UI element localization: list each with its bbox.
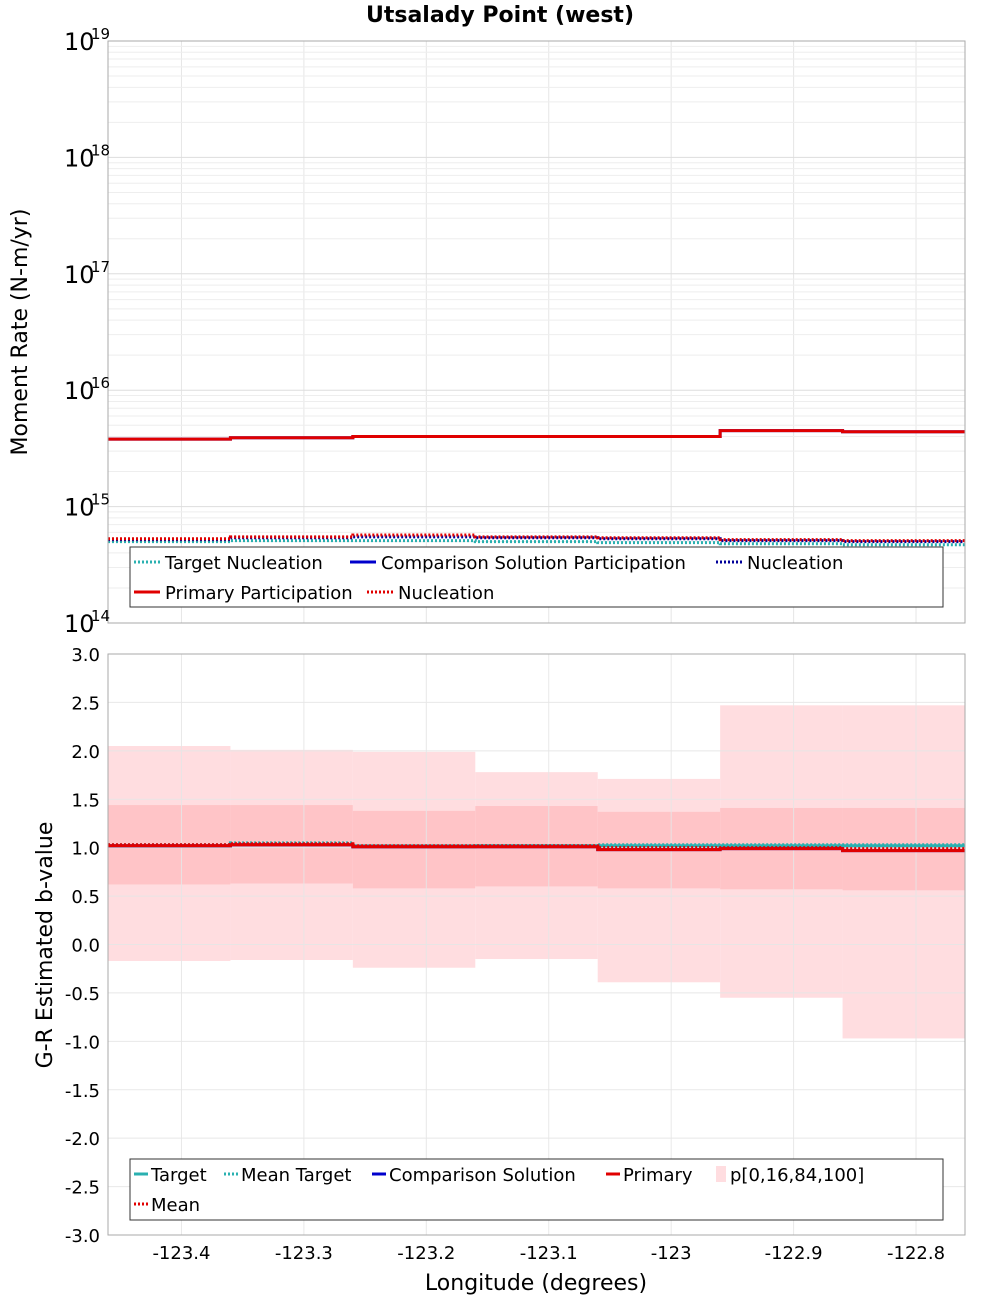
bottom-y-tick-label: -2.5 — [65, 1178, 100, 1199]
bottom-legend-entry: p[0,16,84,100] — [716, 1165, 864, 1186]
x-axis-label: Longitude (degrees) — [425, 1271, 647, 1296]
svg-text:10: 10 — [64, 261, 95, 289]
bottom-legend-entry: Target — [134, 1165, 207, 1186]
x-tick-label: -123.3 — [275, 1243, 333, 1264]
svg-text:Target Nucleation: Target Nucleation — [164, 553, 323, 574]
top-legend-box — [129, 546, 944, 608]
svg-text:10: 10 — [64, 28, 95, 56]
x-tick-label: -123.1 — [520, 1243, 578, 1264]
bottom-legend: Target Mean Target Comparison Solution Prim… — [129, 1158, 944, 1221]
top-series-4 — [108, 533, 965, 543]
top-legend: Target Nucleation Comparison Solution Par… — [129, 546, 944, 608]
top-y-axis-label: Moment Rate (N-m/yr) — [8, 209, 33, 456]
svg-text:Primary Participation: Primary Participation — [165, 583, 353, 604]
top-panel-frame — [107, 40, 966, 624]
bottom-y-tick-labels: 3.0 2.5 2.0 1.5 1.0 0.5 0.0 -0.5 -1.0 -1.5 -2.0 -2.… — [65, 645, 100, 1247]
bottom-y-tick-label: -1.0 — [65, 1032, 100, 1053]
top-legend-entry: Comparison Solution Participation — [350, 553, 686, 574]
svg-text:Primary: Primary — [623, 1165, 693, 1186]
bottom-y-tick-label: 2.5 — [71, 693, 100, 714]
svg-text:Comparison Solution Participat: Comparison Solution Participation — [381, 553, 686, 574]
bottom-panel-frame — [107, 653, 966, 1236]
band-inner — [352, 810, 476, 889]
bottom-legend-entry: Mean — [134, 1195, 200, 1216]
bottom-y-tick-label: -0.5 — [65, 984, 100, 1005]
top-legend-entry: Target Nucleation — [134, 553, 323, 574]
svg-text:Mean Target: Mean Target — [241, 1165, 351, 1186]
svg-text:17: 17 — [91, 258, 110, 276]
bottom-y-tick-label: -1.5 — [65, 1081, 100, 1102]
chart-title: Utsalady Point (west) — [366, 3, 634, 28]
bottom-y-tick-label: 0.0 — [71, 936, 100, 957]
bottom-legend-box — [129, 1158, 944, 1221]
svg-text:Mean: Mean — [151, 1195, 200, 1216]
bottom-y-tick-label: 2.0 — [71, 742, 100, 763]
svg-text:10: 10 — [64, 610, 95, 638]
svg-text:Comparison Solution: Comparison Solution — [389, 1165, 576, 1186]
svg-text:p[0,16,84,100]: p[0,16,84,100] — [730, 1165, 864, 1186]
svg-text:19: 19 — [91, 25, 110, 43]
top-legend-entry: Nucleation — [367, 583, 494, 604]
bottom-panel-series — [108, 841, 965, 853]
svg-text:Nucleation: Nucleation — [398, 583, 494, 604]
bottom-y-tick-label: 1.0 — [71, 839, 100, 860]
bottom-y-tick-label: 3.0 — [71, 645, 100, 666]
bottom-y-tick-label: -3.0 — [65, 1226, 100, 1247]
top-panel-series — [108, 429, 965, 547]
x-tick-label: -123 — [651, 1243, 692, 1264]
top-panel-grid — [108, 41, 965, 624]
top-legend-entry: Nucleation — [716, 553, 843, 574]
svg-text:15: 15 — [91, 491, 110, 509]
bottom-legend-entry: Mean Target — [224, 1165, 351, 1186]
svg-text:10: 10 — [64, 144, 95, 172]
x-tick-label: -123.4 — [152, 1243, 210, 1264]
bottom-y-tick-label: -2.0 — [65, 1129, 100, 1150]
bottom-y-tick-label: 0.5 — [71, 887, 100, 908]
top-legend-entry: Primary Participation — [134, 583, 353, 604]
bottom-percentile-band — [108, 705, 965, 1039]
svg-text:18: 18 — [91, 141, 110, 159]
bottom-legend-entry: Comparison Solution — [372, 1165, 576, 1186]
svg-text:Target: Target — [150, 1165, 207, 1186]
svg-text:16: 16 — [91, 374, 110, 392]
bottom-x-tick-labels: -123.4 -123.3 -123.2 -123.1 -123 -122.9 -122.8 — [152, 1243, 945, 1264]
bottom-y-axis-label: G-R Estimated b-value — [33, 822, 58, 1069]
svg-text:Nucleation: Nucleation — [747, 553, 843, 574]
bottom-y-tick-label: 1.5 — [71, 790, 100, 811]
top-series-3 — [108, 429, 965, 441]
svg-text:10: 10 — [64, 494, 95, 522]
x-tick-label: -122.8 — [887, 1243, 945, 1264]
svg-text:10: 10 — [64, 377, 95, 405]
svg-text:14: 14 — [91, 607, 110, 625]
bottom-legend-entry: Primary — [606, 1165, 693, 1186]
x-tick-label: -122.9 — [765, 1243, 823, 1264]
x-tick-label: -123.2 — [397, 1243, 455, 1264]
